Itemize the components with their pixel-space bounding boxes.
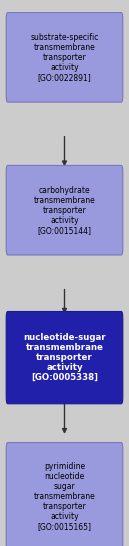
Text: carbohydrate
transmembrane
transporter
activity
[GO:0015144]: carbohydrate transmembrane transporter a… bbox=[34, 186, 95, 235]
FancyBboxPatch shape bbox=[6, 13, 123, 102]
FancyBboxPatch shape bbox=[6, 311, 123, 404]
FancyBboxPatch shape bbox=[6, 442, 123, 546]
Text: pyrimidine
nucleotide
sugar
transmembrane
transporter
activity
[GO:0015165]: pyrimidine nucleotide sugar transmembran… bbox=[34, 462, 95, 531]
FancyBboxPatch shape bbox=[6, 165, 123, 255]
Text: nucleotide-sugar
transmembrane
transporter
activity
[GO:0005338]: nucleotide-sugar transmembrane transport… bbox=[23, 333, 106, 382]
Text: substrate-specific
transmembrane
transporter
activity
[GO:0022891]: substrate-specific transmembrane transpo… bbox=[30, 33, 99, 82]
